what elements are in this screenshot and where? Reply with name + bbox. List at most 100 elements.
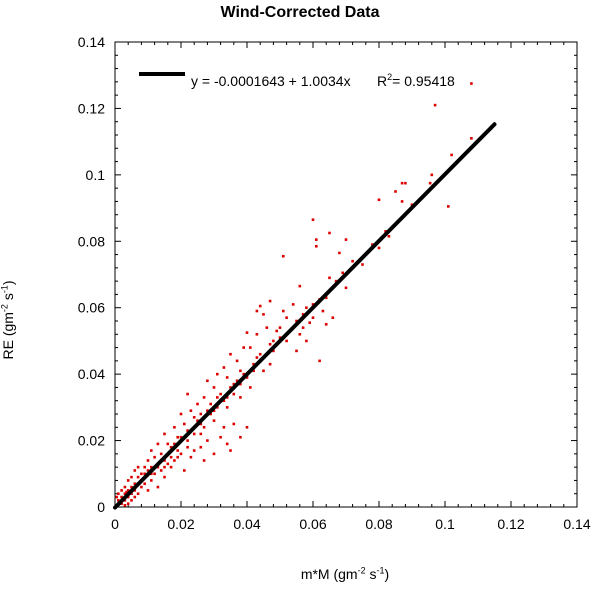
x-tick-label: 0.02	[167, 516, 194, 532]
data-point	[140, 485, 143, 489]
data-point	[163, 475, 166, 479]
plot-frame	[114, 41, 578, 508]
data-point	[153, 455, 156, 459]
data-point	[173, 425, 176, 429]
data-point	[126, 489, 130, 492]
data-point	[143, 482, 146, 486]
data-point	[265, 326, 269, 329]
y-tick-label: 0.12	[78, 100, 105, 116]
data-point	[143, 465, 146, 469]
data-point	[239, 382, 242, 386]
data-point	[371, 243, 374, 246]
data-point	[239, 369, 242, 373]
data-point	[163, 459, 166, 462]
data-point	[252, 369, 255, 373]
y-tick-label: 0.06	[78, 300, 105, 316]
y-tick-label: 0.02	[78, 433, 105, 449]
data-point	[130, 499, 133, 502]
data-point	[179, 452, 183, 456]
data-point	[150, 449, 153, 452]
data-point	[235, 379, 239, 383]
y-tick-label: 0	[97, 499, 105, 515]
data-point	[156, 465, 160, 469]
data-point	[123, 492, 127, 496]
data-point	[225, 396, 229, 399]
data-point	[315, 238, 318, 241]
data-point	[199, 422, 203, 426]
data-point	[136, 465, 140, 469]
data-point	[176, 449, 179, 452]
data-point	[410, 203, 414, 207]
data-point	[216, 372, 219, 376]
data-point	[140, 472, 143, 476]
data-point	[305, 339, 308, 343]
data-point	[450, 153, 453, 157]
data-point	[249, 346, 252, 349]
data-point	[143, 472, 146, 476]
data-point	[433, 103, 437, 107]
data-point	[229, 386, 232, 389]
data-point	[136, 492, 140, 496]
data-point	[430, 173, 434, 177]
data-point	[146, 469, 150, 472]
y-tick-label: 0.08	[78, 233, 105, 249]
data-point	[311, 218, 315, 221]
data-point	[216, 396, 219, 399]
data-point	[189, 455, 193, 459]
data-point	[262, 313, 265, 316]
data-point	[400, 200, 404, 203]
x-tick-label: 0.04	[233, 516, 260, 532]
data-point	[206, 379, 209, 383]
data-point	[298, 284, 302, 288]
data-point	[272, 339, 275, 343]
data-point	[202, 459, 206, 462]
data-point	[315, 244, 318, 248]
data-point	[229, 449, 232, 452]
x-tick-label: 0.12	[497, 516, 524, 532]
data-point	[249, 386, 252, 389]
data-point	[216, 406, 219, 409]
data-point	[166, 442, 170, 446]
data-point	[255, 332, 259, 336]
data-point	[173, 442, 176, 446]
data-point	[176, 435, 179, 439]
data-point	[295, 319, 298, 323]
data-point	[400, 181, 404, 185]
data-point	[344, 286, 348, 290]
data-point	[196, 419, 199, 422]
data-point	[258, 352, 262, 356]
x-tick-label: 0.06	[299, 516, 326, 532]
data-point	[123, 504, 127, 507]
data-point	[150, 472, 153, 476]
data-point	[183, 469, 186, 472]
data-point	[384, 230, 387, 233]
data-point	[120, 495, 123, 499]
data-point	[268, 299, 272, 303]
data-point	[115, 495, 118, 499]
data-point	[130, 485, 133, 489]
data-point	[285, 316, 288, 319]
data-point	[192, 449, 196, 452]
x-tick-label: 0.08	[365, 516, 392, 532]
data-point	[186, 392, 189, 396]
data-point	[179, 412, 183, 416]
data-point	[159, 469, 163, 472]
data-point	[318, 359, 321, 363]
data-point	[186, 445, 189, 449]
data-point	[156, 485, 160, 489]
data-point	[282, 309, 285, 313]
data-point	[470, 82, 473, 85]
data-point	[186, 429, 189, 432]
data-point	[150, 479, 153, 482]
data-point	[130, 475, 133, 479]
data-point	[126, 479, 130, 482]
data-point	[255, 356, 259, 359]
data-point	[126, 502, 130, 505]
data-point	[328, 231, 331, 235]
data-point	[176, 455, 179, 459]
data-point	[183, 422, 186, 426]
data-point	[272, 349, 275, 353]
y-axis-label: RE (gm-2 s-1)	[0, 280, 16, 360]
data-point	[150, 465, 153, 469]
